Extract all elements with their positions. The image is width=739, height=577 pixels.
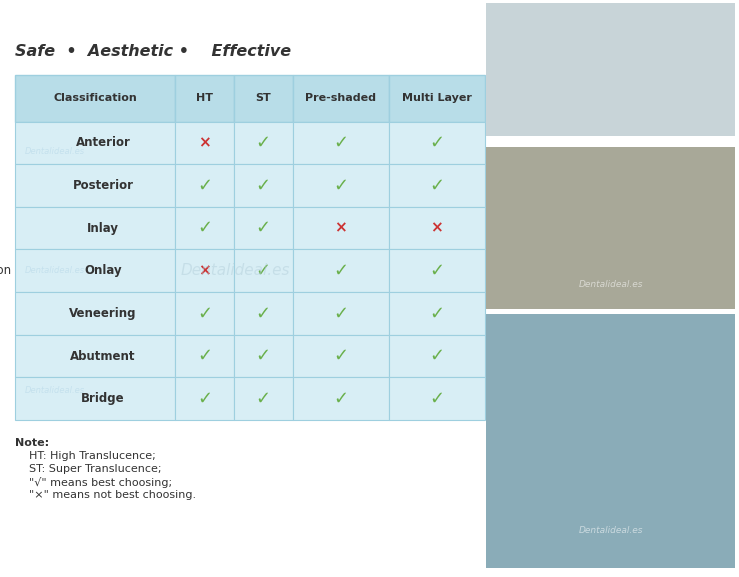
Bar [389,164,485,207]
Text: Dentalideal.es: Dentalideal.es [25,147,85,156]
Bar [389,249,485,292]
Bar [234,377,293,420]
Bar [175,335,234,377]
Text: Posterior: Posterior [72,179,134,192]
Bar [293,164,389,207]
Text: ✓: ✓ [256,389,271,408]
Text: ✓: ✓ [429,134,444,152]
Text: ✓: ✓ [429,305,444,323]
Bar [234,122,293,164]
Text: Dentalideal.es: Dentalideal.es [180,263,290,278]
Bar [15,75,175,122]
Text: ✓: ✓ [429,177,444,194]
Bar [175,207,234,249]
Bar [486,314,735,568]
Text: Anterior: Anterior [75,136,131,149]
Bar [293,207,389,249]
Text: ✓: ✓ [333,389,348,408]
Text: "√" means best choosing;: "√" means best choosing; [15,477,172,488]
Bar [293,249,389,292]
Text: ✓: ✓ [256,177,271,194]
Bar [486,3,735,136]
Text: HT: High Translucence;: HT: High Translucence; [15,451,156,461]
Bar [175,292,234,335]
Bar [234,207,293,249]
Text: ✓: ✓ [429,347,444,365]
Bar [486,147,735,309]
Bar [15,377,175,420]
Text: ✓: ✓ [333,347,348,365]
Bar [175,122,234,164]
Text: HT: HT [196,93,213,103]
Text: ✓: ✓ [197,177,212,194]
Bar [234,249,293,292]
Text: ✓: ✓ [429,262,444,280]
Text: ×: × [198,136,211,151]
Bar [293,377,389,420]
Text: ST: Super Translucence;: ST: Super Translucence; [15,464,162,474]
Bar [389,377,485,420]
Bar [234,292,293,335]
Text: ✓: ✓ [333,262,348,280]
Text: Multi Layer: Multi Layer [402,93,472,103]
Text: Dentalideal.es: Dentalideal.es [579,280,643,289]
Bar [175,377,234,420]
Bar [175,164,234,207]
Text: ✓: ✓ [256,219,271,237]
Bar [175,249,234,292]
Text: Dentalideal.es: Dentalideal.es [25,385,85,395]
Text: "×" means not best choosing.: "×" means not best choosing. [15,490,196,500]
Text: Pre-shaded: Pre-shaded [305,93,376,103]
Text: ✓: ✓ [429,389,444,408]
Text: ✓: ✓ [197,389,212,408]
Text: Inlay: Inlay [87,222,119,235]
Text: Dentalideal.es: Dentalideal.es [579,526,643,535]
Bar [293,75,389,122]
Bar [15,207,175,249]
Bar [15,335,175,377]
Text: Safe  •  Aesthetic •    Effective: Safe • Aesthetic • Effective [15,44,291,59]
Text: ✓: ✓ [197,347,212,365]
Text: ✓: ✓ [333,305,348,323]
Text: ✓: ✓ [197,305,212,323]
Text: Abutment: Abutment [70,350,136,362]
Text: ✓: ✓ [256,134,271,152]
Bar [293,335,389,377]
Bar [234,164,293,207]
Text: Classification: Classification [53,93,137,103]
Text: ×: × [335,220,347,235]
Text: Note:: Note: [15,438,49,448]
Text: ✓: ✓ [197,219,212,237]
Bar [389,75,485,122]
Bar [293,292,389,335]
Bar [15,249,175,292]
Bar [389,292,485,335]
Text: Veneering: Veneering [69,307,137,320]
Text: Bridge: Bridge [81,392,125,405]
Text: ×: × [431,220,443,235]
Bar [15,164,175,207]
Bar [15,122,175,164]
Bar [389,207,485,249]
Text: ✓: ✓ [256,305,271,323]
Bar [389,335,485,377]
Bar [389,122,485,164]
Text: ✓: ✓ [333,134,348,152]
Text: Indication: Indication [0,264,12,278]
Text: ✓: ✓ [256,262,271,280]
Bar [15,292,175,335]
Text: ST: ST [256,93,271,103]
Bar [175,75,234,122]
Bar [234,335,293,377]
Bar [293,122,389,164]
Bar [234,75,293,122]
Text: Onlay: Onlay [84,264,122,278]
Text: Dentalideal.es: Dentalideal.es [25,267,85,275]
Text: ✓: ✓ [256,347,271,365]
Text: ✓: ✓ [333,177,348,194]
Text: ×: × [198,263,211,278]
